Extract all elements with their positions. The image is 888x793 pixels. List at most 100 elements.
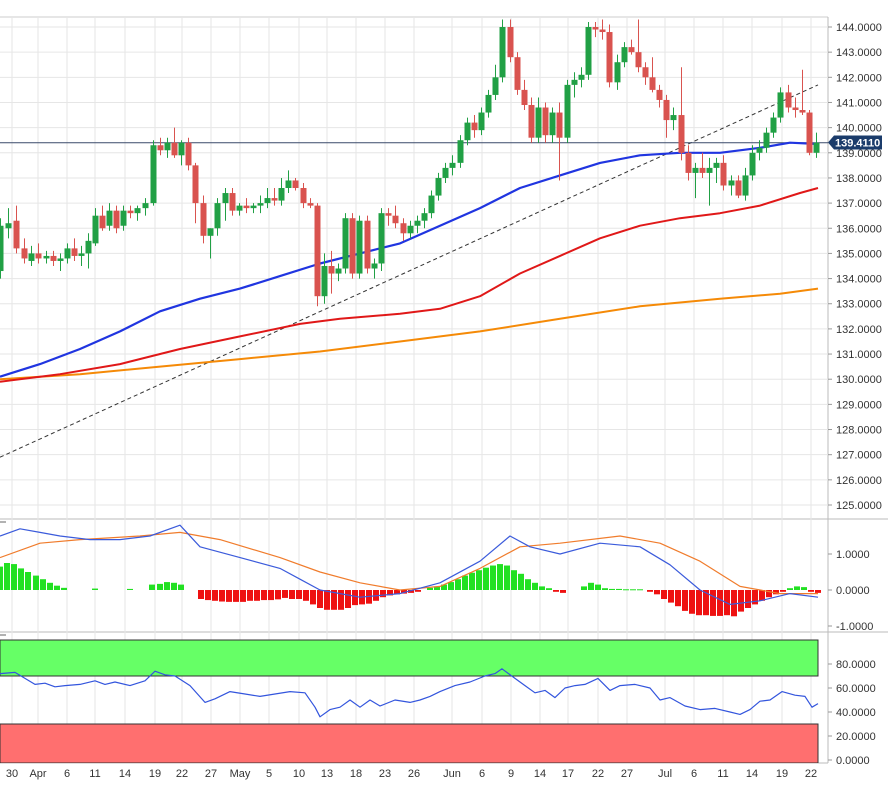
- macd-histogram-bar: [511, 570, 517, 590]
- candle: [592, 21, 599, 38]
- candle: [214, 198, 221, 236]
- candle-body: [5, 223, 12, 229]
- macd-histogram-bar: [178, 584, 184, 590]
- candle-body: [142, 203, 149, 209]
- candle-body: [464, 122, 471, 141]
- candle: [670, 107, 677, 131]
- candle: [92, 208, 99, 246]
- y-tick-label: 132.0000: [836, 324, 882, 336]
- candle-body: [770, 117, 777, 133]
- candle-body: [428, 195, 435, 214]
- candle-body: [392, 215, 399, 224]
- y-tick-label: 0.0000: [836, 585, 870, 597]
- candle-body: [556, 112, 563, 138]
- macd-histogram-bar: [525, 579, 531, 590]
- macd-histogram-bar: [289, 590, 295, 599]
- candle: [442, 162, 449, 183]
- x-tick-label: 19: [149, 768, 161, 780]
- x-tick-label: 26: [408, 768, 420, 780]
- candle: [449, 155, 456, 176]
- rsi-y-axis: 0.0000 20.0000 40.0000 60.0000 80.0000: [828, 659, 876, 767]
- candle: [614, 54, 621, 90]
- macd-histogram-bar: [11, 564, 17, 590]
- candle: [392, 205, 399, 229]
- candle: [28, 245, 35, 266]
- candle-body: [349, 218, 356, 274]
- macd-histogram-bar: [801, 587, 807, 590]
- candle: [792, 97, 799, 118]
- macd-histogram-bar: [773, 590, 779, 595]
- rsi-overbought-zone: [0, 639, 819, 677]
- candle: [278, 177, 285, 206]
- x-tick-label: Apr: [29, 768, 46, 780]
- macd-histogram-bar: [745, 590, 751, 608]
- macd-histogram-bar: [703, 590, 709, 616]
- x-tick-label: 6: [479, 768, 485, 780]
- candle-body: [435, 177, 442, 196]
- candle: [435, 172, 442, 201]
- macd-histogram-bar: [0, 566, 3, 590]
- candle: [99, 205, 106, 231]
- y-tick-label: 60.0000: [836, 683, 876, 695]
- macd-histogram-bar: [759, 590, 765, 601]
- candle: [407, 220, 414, 239]
- price-panel: [0, 19, 828, 458]
- candle: [250, 203, 257, 214]
- y-tick-label: 136.0000: [836, 223, 882, 235]
- candle: [5, 208, 12, 239]
- candle: [356, 215, 363, 279]
- y-tick-label: 80.0000: [836, 659, 876, 671]
- candle-body: [150, 145, 157, 204]
- x-tick-label: 22: [805, 768, 817, 780]
- candle: [485, 89, 492, 118]
- macd-histogram-bar: [25, 572, 31, 590]
- macd-histogram-bar: [164, 582, 170, 590]
- macd-histogram-bar: [33, 575, 39, 590]
- candle: [535, 97, 542, 143]
- candle: [649, 57, 656, 93]
- candle-body: [250, 205, 257, 209]
- candle-body: [507, 27, 514, 58]
- candle: [229, 188, 236, 216]
- candle: [127, 205, 134, 219]
- macd-histogram-bar: [149, 584, 155, 590]
- candle-body: [120, 210, 127, 226]
- x-tick-label: 17: [562, 768, 574, 780]
- candle: [777, 87, 784, 123]
- candle-body: [113, 210, 120, 229]
- candle: [371, 258, 378, 279]
- macd-histogram-bar: [682, 590, 688, 611]
- candle-body: [292, 180, 299, 189]
- candle-body: [127, 210, 134, 214]
- macd-histogram-bar: [808, 590, 814, 592]
- candle: [13, 205, 20, 254]
- candle: [471, 115, 478, 138]
- candle: [120, 205, 127, 231]
- rsi-line: [0, 668, 819, 718]
- candle-body: [728, 180, 735, 186]
- candle: [57, 253, 64, 272]
- candle: [150, 140, 157, 206]
- candle: [21, 238, 28, 264]
- macd-histogram-bar: [476, 570, 482, 590]
- x-tick-label: 14: [534, 768, 546, 780]
- macd-histogram-bar: [352, 590, 358, 606]
- candle-body: [178, 142, 185, 156]
- macd-histogram-bar: [434, 586, 440, 590]
- candle-body: [236, 205, 243, 211]
- candle-body: [78, 253, 85, 256]
- rsi-panel: [0, 634, 819, 763]
- y-tick-label: -1.0000: [836, 621, 873, 633]
- candle: [285, 170, 292, 194]
- candle-body: [64, 248, 71, 259]
- macd-histogram-bar: [387, 590, 393, 596]
- candle-body: [571, 79, 578, 85]
- candle-body: [229, 193, 236, 211]
- candle-body: [307, 203, 314, 206]
- candle-body: [564, 84, 571, 138]
- candle: [243, 198, 250, 214]
- macd-histogram-bar: [448, 582, 454, 590]
- macd-histogram-bar: [157, 583, 163, 590]
- candle: [699, 152, 706, 178]
